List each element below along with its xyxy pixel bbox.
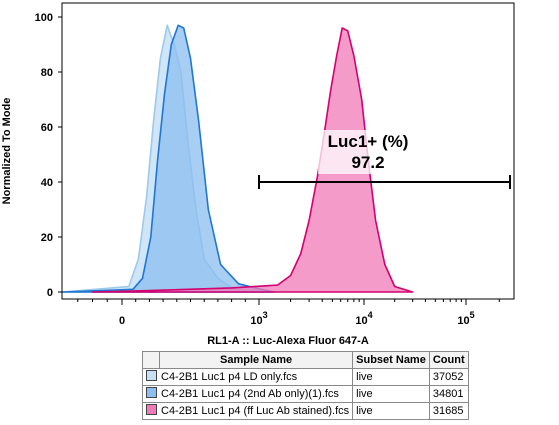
legend-row[interactable]: C4-2B1 Luc1 p4 LD only.fcs live 37052 bbox=[141, 368, 469, 386]
legend-sample-cell: C4-2B1 Luc1 p4 (2nd Ab only)(1).fcs bbox=[141, 385, 354, 403]
y-tick-label: 100 bbox=[35, 12, 53, 24]
legend-swatch bbox=[146, 386, 157, 398]
y-tick-label: 0 bbox=[47, 287, 53, 299]
legend-swatch bbox=[146, 403, 157, 415]
legend-row[interactable]: C4-2B1 Luc1 p4 (2nd Ab only)(1).fcs live… bbox=[141, 385, 469, 403]
legend-header-row: Sample Name Subset Name Count bbox=[142, 351, 469, 369]
legend-count: 37052 bbox=[428, 368, 469, 386]
y-tick-label: 60 bbox=[41, 122, 53, 134]
x-axis-title: RL1-A :: Luc-Alexa Fluor 647-A bbox=[207, 335, 369, 347]
legend-header-swatch bbox=[142, 351, 160, 369]
legend-row[interactable]: C4-2B1 Luc1 p4 (ff Luc Ab stained).fcs l… bbox=[141, 402, 469, 420]
legend-header-count: Count bbox=[428, 351, 469, 369]
plot-frame bbox=[61, 2, 515, 300]
y-axis: 0 20 40 60 80 100 bbox=[35, 12, 62, 299]
y-tick-label: 80 bbox=[41, 67, 53, 79]
series-area-3 bbox=[91, 27, 414, 293]
legend-sample-cell: C4-2B1 Luc1 p4 (ff Luc Ab stained).fcs bbox=[141, 402, 354, 420]
y-axis-title: Normalized To Mode bbox=[1, 98, 13, 205]
legend-subset: live bbox=[352, 368, 430, 386]
x-tick-label: 105 bbox=[457, 310, 474, 327]
legend-subset: live bbox=[352, 402, 430, 420]
legend-count: 31685 bbox=[428, 402, 469, 420]
series-layer bbox=[62, 24, 414, 293]
y-tick-label: 20 bbox=[41, 232, 53, 244]
legend-subset: live bbox=[352, 385, 430, 403]
x-axis: 0 103 104 105 bbox=[77, 299, 500, 327]
sample-legend-table: Sample Name Subset Name Count C4-2B1 Luc… bbox=[141, 351, 469, 420]
gate-name: Luc1+ (%) bbox=[328, 132, 409, 151]
gate: Luc1+ (%) 97.2 bbox=[258, 130, 511, 189]
legend-sample-cell: C4-2B1 Luc1 p4 LD only.fcs bbox=[141, 368, 354, 386]
gate-label-background bbox=[318, 130, 418, 174]
x-tick-label: 104 bbox=[355, 310, 372, 327]
legend-swatch bbox=[146, 369, 157, 381]
x-tick-label: 0 bbox=[119, 315, 125, 327]
x-tick-label: 103 bbox=[250, 310, 267, 327]
legend-count: 34801 bbox=[428, 385, 469, 403]
legend-sample-name: C4-2B1 Luc1 p4 LD only.fcs bbox=[161, 370, 298, 383]
histogram-chart: 0 20 40 60 80 100 0 103 104 105 Luc1+ (%) 97.2 N… bbox=[1, 2, 515, 347]
legend-header-subset: Subset Name bbox=[352, 351, 430, 369]
legend-sample-name: C4-2B1 Luc1 p4 (ff Luc Ab stained).fcs bbox=[161, 404, 350, 417]
legend-header-sample: Sample Name bbox=[158, 351, 354, 369]
series-area-2 bbox=[62, 24, 276, 293]
y-tick-label: 40 bbox=[41, 177, 53, 189]
gate-percent: 97.2 bbox=[351, 153, 384, 172]
legend-sample-name: C4-2B1 Luc1 p4 (2nd Ab only)(1).fcs bbox=[161, 387, 339, 400]
